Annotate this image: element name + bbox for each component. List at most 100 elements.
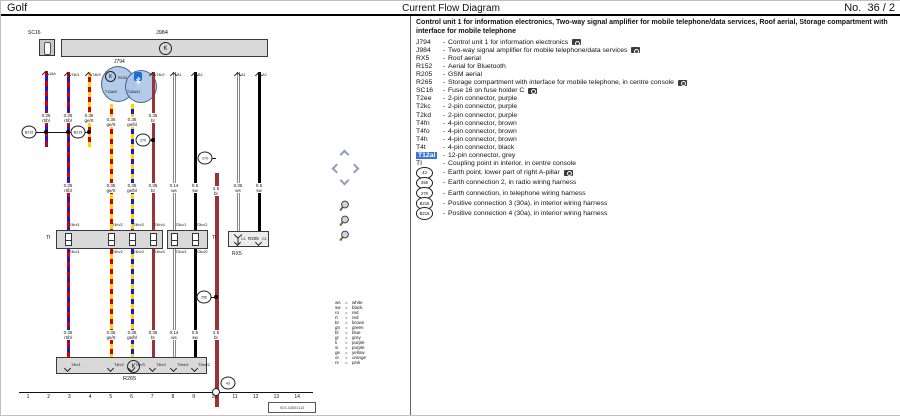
legend-code: T4t <box>416 143 426 151</box>
color-code: or <box>335 355 340 360</box>
legend-row[interactable]: J984 - Two-way signal amplifier for mobile… <box>416 46 897 54</box>
equals-sign: = <box>345 310 348 315</box>
equals-sign: = <box>345 355 348 360</box>
wire-gauge-label: 0.14 ws <box>168 183 180 194</box>
pan-down-icon[interactable] <box>339 175 350 186</box>
wire <box>151 72 155 372</box>
wire-color-code: br <box>150 188 156 194</box>
legend-row[interactable]: SC16- Fuse 16 on fuse holder C <box>416 87 897 95</box>
color-code: ge <box>335 350 341 355</box>
legend-row[interactable]: B215- Positive connection 3 (30a), in int… <box>416 197 897 210</box>
zoom-tool-icon-3[interactable] <box>339 229 350 247</box>
legend-row[interactable]: B219 - Positive connection 4 (30a), in int… <box>416 207 897 220</box>
wire-color-code: rt/bl <box>64 188 72 194</box>
color-code: li <box>335 340 337 345</box>
pin-arrow-icon <box>41 70 50 79</box>
legend-row[interactable]: R205 - GSM aerial <box>416 71 897 79</box>
legend-dash: - <box>442 63 446 71</box>
pin-label: B1 <box>177 73 182 77</box>
camera-icon[interactable] <box>572 39 582 46</box>
control-unit-icon: K <box>159 42 172 55</box>
wire-color-code: ge/bl <box>127 335 137 341</box>
legend-description: Roof aerial <box>448 54 481 62</box>
legend-row[interactable]: T4h -4-pin connector, brown <box>416 135 897 143</box>
color-name: brown <box>352 320 365 325</box>
coupling-connector-pin <box>108 239 114 241</box>
color-code-row: gn = green <box>335 325 405 330</box>
color-name: purple <box>352 345 365 350</box>
coupling-connector-symbol <box>149 233 157 246</box>
legend-row[interactable]: RX5 - Roof aerial <box>416 54 897 62</box>
legend-dash: - <box>442 46 446 54</box>
wire-gauge-label: 0.35 rt/bl <box>62 183 74 194</box>
pin-label: T4fn/4 <box>154 223 165 227</box>
pan-right-icon[interactable] <box>349 163 360 174</box>
legend-dash: - <box>442 152 446 160</box>
legend-dash: - <box>442 103 446 111</box>
no-label: No. <box>844 2 862 14</box>
legend-row[interactable]: T2ee -2-pin connector, purple <box>416 95 897 103</box>
coupling-connector-symbol <box>170 233 178 246</box>
legend-row[interactable]: 270- Earth connection, in telephone wirin… <box>416 186 897 200</box>
camera-lens-icon <box>531 89 537 95</box>
pin-label: T2kc/2 <box>196 223 208 227</box>
coupling-connector-pin <box>192 239 198 241</box>
storage-compartment-label: R265 <box>123 376 137 382</box>
legend-row[interactable]: T4fo -4-pin connector, brown <box>416 127 897 135</box>
coupling-connector-symbol <box>107 233 115 246</box>
connection-node-B215: B215 <box>21 125 37 139</box>
legend-row[interactable]: J794 - Control unit 1 for information elec… <box>416 38 897 46</box>
legend-row[interactable]: T12al -12-pin connector, grey <box>416 152 897 160</box>
camera-lens-icon <box>575 40 581 46</box>
legend-description: Earth connection 2, in radio wiring harn… <box>448 179 577 187</box>
pan-left-icon[interactable] <box>331 163 342 174</box>
zoom-tool-icon-2[interactable] <box>339 214 350 232</box>
legend-row[interactable]: R265 - Storage compartment with interface … <box>416 79 897 87</box>
color-code-row: ge = yellow <box>335 350 405 355</box>
wire-color-code: ge/rt <box>106 335 116 341</box>
wire <box>44 71 48 147</box>
doc-id-box: S01-03601113 <box>268 402 316 413</box>
color-name: red <box>352 310 359 315</box>
color-code: bl <box>335 330 339 335</box>
legend-description: Fuse 16 on fuse holder C <box>448 87 525 95</box>
legend-row[interactable]: 43- Earth point, lower part of right A-pi… <box>416 166 897 180</box>
legend-description: 2-pin connector, purple <box>448 111 518 119</box>
wire-size: 0.35 <box>106 183 116 188</box>
track-number: 1 <box>26 394 30 400</box>
color-code: vi <box>335 345 339 350</box>
pan-up-icon[interactable] <box>339 149 350 160</box>
color-code: rt <box>335 315 338 320</box>
color-code-row: rt = red <box>335 315 405 320</box>
legend-row[interactable]: R152 - Aerial for Bluetooth <box>416 62 897 70</box>
wire-gauge-label: 0.5 sw <box>190 330 200 341</box>
legend-row[interactable]: T4fn -4-pin connector, brown <box>416 119 897 127</box>
wiring-diagram-canvas: SC16 J984 K J794 K R152 T12al/3 T12al/11… <box>1 16 410 415</box>
legend-row[interactable]: T2kc -2-pin connector, purple <box>416 103 897 111</box>
wire-size: 0.5 <box>255 183 263 188</box>
camera-icon[interactable] <box>631 47 641 54</box>
legend-row[interactable]: TI - Coupling point in interior, in centre… <box>416 160 897 168</box>
antenna-icon <box>232 233 244 251</box>
track-number: 6 <box>130 394 133 400</box>
pin-label: A1 <box>241 73 246 77</box>
legend-row[interactable]: T4t -4-pin connector, black <box>416 143 897 151</box>
wire <box>172 72 176 372</box>
junction-line <box>148 140 153 141</box>
camera-icon[interactable] <box>528 87 538 95</box>
camera-icon[interactable] <box>563 169 573 177</box>
legend-description: 4-pin connector, brown <box>448 127 517 135</box>
legend-row[interactable]: T2kd -2-pin connector, purple <box>416 111 897 119</box>
connection-node-43: 43 <box>220 376 236 390</box>
legend-description: 4-pin connector, black <box>448 143 515 151</box>
zoom-tool-icon-1[interactable] <box>339 199 350 217</box>
color-code-row: ws = white <box>335 300 405 305</box>
pin-label: T4h/1 <box>71 363 81 367</box>
color-name: blue <box>352 330 361 335</box>
camera-icon[interactable] <box>677 79 687 87</box>
legend-code-highlighted: T12al <box>416 152 438 160</box>
wire-color-code: sw <box>256 188 262 194</box>
wire-color-code: ge/bl <box>127 188 137 194</box>
legend-row[interactable]: 256- Earth connection 2, in radio wiring … <box>416 176 897 190</box>
color-code: br <box>335 320 340 325</box>
